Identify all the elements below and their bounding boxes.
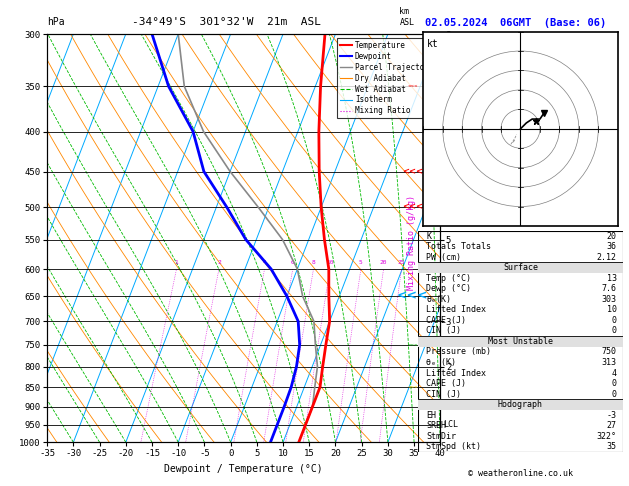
Text: 02.05.2024  06GMT  (Base: 06): 02.05.2024 06GMT (Base: 06) (425, 18, 606, 29)
Bar (418, 399, 623, 410)
Text: -3: -3 (606, 411, 616, 419)
Text: 13: 13 (606, 274, 616, 283)
Text: 0: 0 (611, 390, 616, 399)
Text: 25: 25 (398, 260, 405, 265)
Text: kt: kt (427, 39, 439, 50)
Text: Totals Totals: Totals Totals (426, 242, 491, 251)
Text: CIN (J): CIN (J) (426, 327, 462, 335)
Text: Surface: Surface (503, 263, 538, 272)
Text: <<<: <<< (408, 343, 418, 347)
Text: -34°49'S  301°32'W  21m  ASL: -34°49'S 301°32'W 21m ASL (132, 17, 321, 27)
Text: 0: 0 (611, 327, 616, 335)
X-axis label: Dewpoint / Temperature (°C): Dewpoint / Temperature (°C) (164, 464, 323, 474)
Text: 10: 10 (326, 260, 334, 265)
Text: 313: 313 (601, 358, 616, 367)
Text: © weatheronline.co.uk: © weatheronline.co.uk (468, 469, 573, 478)
Text: PW (cm): PW (cm) (426, 253, 462, 261)
Text: 20: 20 (606, 232, 616, 241)
Text: LCL: LCL (443, 420, 458, 429)
Text: 5: 5 (359, 260, 363, 265)
Text: 20: 20 (380, 260, 387, 265)
Text: 2.12: 2.12 (596, 253, 616, 261)
Text: <<<: <<< (402, 203, 423, 212)
Text: θₑ (K): θₑ (K) (426, 358, 457, 367)
Bar (418, 262, 623, 273)
Text: 10: 10 (606, 305, 616, 314)
Text: 27: 27 (606, 421, 616, 430)
Text: <<<: <<< (402, 167, 423, 176)
Text: SREH: SREH (426, 421, 447, 430)
Text: 8: 8 (311, 260, 315, 265)
Text: <<<: <<< (397, 290, 428, 303)
Legend: Temperature, Dewpoint, Parcel Trajectory, Dry Adiabat, Wet Adiabat, Isotherm, Mi: Temperature, Dewpoint, Parcel Trajectory… (337, 38, 437, 119)
Text: Dewp (°C): Dewp (°C) (426, 284, 472, 293)
Text: km
ASL: km ASL (399, 7, 415, 27)
Text: EH: EH (426, 411, 437, 419)
Text: 1: 1 (175, 260, 179, 265)
Text: Lifted Index: Lifted Index (426, 368, 486, 378)
Text: CAPE (J): CAPE (J) (426, 379, 467, 388)
Text: StmSpd (kt): StmSpd (kt) (426, 442, 481, 451)
Text: <<<: <<< (408, 84, 418, 88)
Text: 6: 6 (291, 260, 294, 265)
Text: 0: 0 (611, 379, 616, 388)
Text: 35: 35 (606, 442, 616, 451)
Text: K: K (426, 232, 431, 241)
Text: CIN (J): CIN (J) (426, 390, 462, 399)
Text: 36: 36 (606, 242, 616, 251)
Text: 322°: 322° (596, 432, 616, 441)
Text: Most Unstable: Most Unstable (488, 337, 553, 346)
Text: 4: 4 (611, 368, 616, 378)
Text: Pressure (mb): Pressure (mb) (426, 347, 491, 356)
Text: Mixing Ratio (g/kg): Mixing Ratio (g/kg) (408, 195, 416, 291)
Text: 303: 303 (601, 295, 616, 304)
Text: Hodograph: Hodograph (498, 400, 543, 409)
Text: 4: 4 (263, 260, 267, 265)
Text: CAPE (J): CAPE (J) (426, 316, 467, 325)
Text: Lifted Index: Lifted Index (426, 305, 486, 314)
Text: 7.6: 7.6 (601, 284, 616, 293)
Text: StmDir: StmDir (426, 432, 457, 441)
Text: <<<: <<< (408, 385, 418, 389)
Text: 750: 750 (601, 347, 616, 356)
Text: Temp (°C): Temp (°C) (426, 274, 472, 283)
Text: 2: 2 (217, 260, 221, 265)
Text: θₑ(K): θₑ(K) (426, 295, 452, 304)
Bar (418, 336, 623, 347)
Text: hPa: hPa (47, 17, 65, 27)
Text: 0: 0 (611, 316, 616, 325)
